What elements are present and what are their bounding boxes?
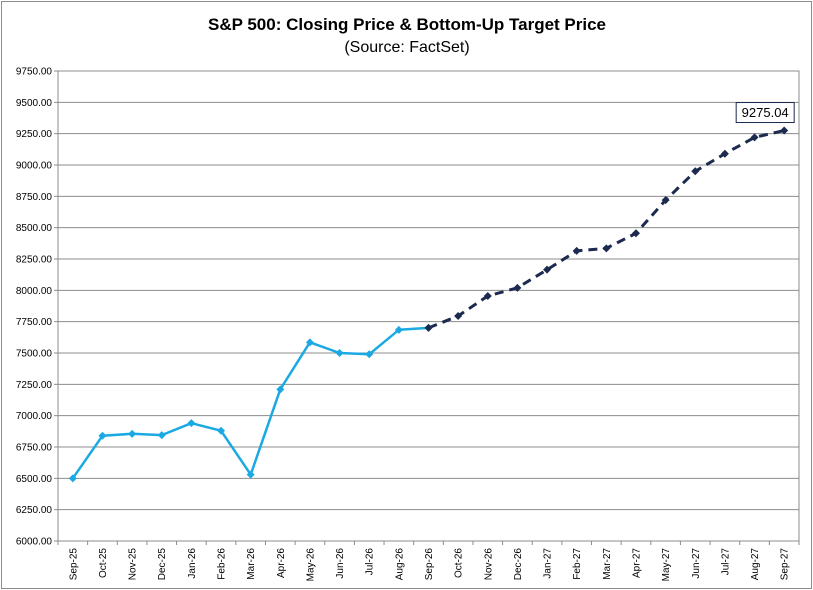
x-tick-label: Jun-27 <box>691 548 702 579</box>
axes <box>57 70 800 542</box>
data-markers <box>68 126 789 483</box>
x-axis-ticks: Sep-25 Oct-25 Nov-25 Dec-25 Jan-26 Feb-26 Mar-… <box>57 541 800 582</box>
y-tick-label: 7500.00 <box>16 349 53 360</box>
closing-price-marker <box>394 325 403 334</box>
x-tick-label: Feb-26 <box>217 548 228 580</box>
x-tick-label: Sep-27 <box>780 548 791 581</box>
chart-subtitle: (Source: FactSet) <box>344 39 469 56</box>
x-tick-label: Nov-26 <box>483 548 494 581</box>
y-axis-ticks: 6000.00 6250.00 6500.00 6750.00 7000.00 7250.… <box>16 67 58 548</box>
closing-price-marker <box>365 350 374 359</box>
chart-title: S&P 500: Closing Price & Bottom-Up Targe… <box>208 15 606 34</box>
x-tick-label: Sep-26 <box>424 548 435 581</box>
target-price-marker <box>720 149 729 158</box>
y-tick-label: 9000.00 <box>16 161 53 172</box>
target-price-marker <box>750 133 759 142</box>
gridlines <box>58 70 799 542</box>
y-tick-label: 7250.00 <box>16 380 53 391</box>
closing-price-marker <box>305 338 314 347</box>
callout-label: 9275.04 <box>742 105 789 120</box>
x-tick-label: Dec-25 <box>157 548 168 581</box>
target-price-marker <box>543 265 552 274</box>
closing-price-marker <box>157 431 166 440</box>
x-tick-label: Mar-26 <box>246 548 257 580</box>
closing-price-marker <box>246 470 255 479</box>
x-tick-label: May-27 <box>661 548 672 582</box>
y-tick-label: 8750.00 <box>16 192 53 203</box>
closing-price-marker <box>335 349 344 357</box>
closing-price-marker <box>276 385 285 394</box>
x-tick-label: Aug-26 <box>394 548 405 581</box>
y-tick-label: 9500.00 <box>16 98 53 109</box>
y-tick-label: 8250.00 <box>16 255 53 266</box>
x-tick-label: Jan-26 <box>187 548 198 579</box>
closing-price-line <box>71 326 429 480</box>
closing-price-marker <box>128 429 137 438</box>
y-tick-label: 9250.00 <box>16 129 53 140</box>
target-price-marker <box>513 283 522 292</box>
x-tick-label: Jun-26 <box>335 548 346 579</box>
y-tick-label: 9750.00 <box>16 67 53 78</box>
annotations: 9275.04 <box>735 102 795 124</box>
y-tick-label: 8500.00 <box>16 223 53 234</box>
x-tick-label: Dec-26 <box>513 548 524 581</box>
closing-price-marker <box>187 419 196 428</box>
x-tick-label: Oct-26 <box>454 548 465 578</box>
target-price-line <box>427 129 785 330</box>
y-tick-label: 8000.00 <box>16 286 53 297</box>
y-tick-label: 7000.00 <box>16 411 53 422</box>
x-tick-label: Jul-26 <box>365 548 376 576</box>
closing-price-marker <box>217 426 226 435</box>
x-tick-label: Nov-25 <box>128 548 139 581</box>
x-tick-label: Sep-25 <box>68 548 79 581</box>
target-price-marker <box>661 196 670 205</box>
y-tick-label: 7750.00 <box>16 317 53 328</box>
target-price-marker <box>602 244 611 253</box>
x-tick-label: Jul-27 <box>720 548 731 576</box>
x-tick-label: Aug-27 <box>750 548 761 581</box>
y-tick-label: 6250.00 <box>16 505 53 516</box>
x-tick-label: Jan-27 <box>543 548 554 579</box>
y-tick-label: 6500.00 <box>16 474 53 485</box>
closing-price-marker <box>98 431 107 440</box>
x-tick-label: Apr-27 <box>631 548 642 578</box>
target-price-marker <box>691 167 700 176</box>
x-tick-label: Oct-25 <box>98 548 109 578</box>
x-tick-label: Feb-27 <box>572 548 583 580</box>
target-price-marker <box>424 323 433 332</box>
y-tick-label: 6000.00 <box>16 537 53 548</box>
y-tick-label: 6750.00 <box>16 443 53 454</box>
target-price-marker <box>631 229 640 238</box>
plot-area-border <box>57 70 800 542</box>
target-price-marker <box>780 126 789 135</box>
series-lines <box>71 129 785 480</box>
x-tick-label: Apr-26 <box>276 548 287 578</box>
x-tick-label: May-26 <box>305 548 316 582</box>
callout-box <box>735 102 795 124</box>
target-price-marker <box>483 291 492 300</box>
target-price-marker <box>572 246 581 255</box>
target-price-marker <box>454 312 463 321</box>
closing-price-marker <box>68 474 77 483</box>
x-tick-label: Mar-27 <box>602 548 613 580</box>
